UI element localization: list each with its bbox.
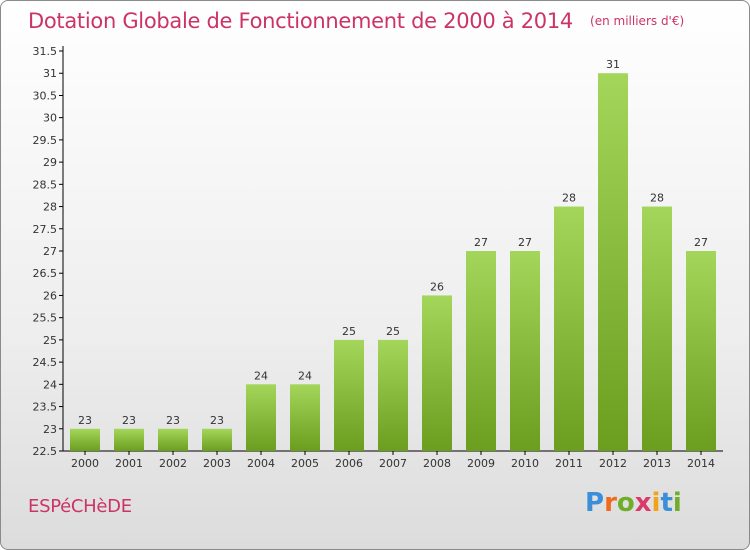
bar-2001 bbox=[114, 428, 144, 451]
x-tick-label: 2011 bbox=[555, 457, 583, 470]
logo-letter: r bbox=[604, 488, 617, 518]
data-label: 24 bbox=[298, 369, 312, 382]
chart-subtitle: (en milliers d'€) bbox=[590, 14, 685, 28]
data-label: 28 bbox=[650, 192, 664, 205]
data-label: 23 bbox=[210, 414, 224, 427]
x-tick-label: 2001 bbox=[115, 457, 143, 470]
x-tick-label: 2004 bbox=[247, 457, 275, 470]
y-tick-label: 23 bbox=[43, 423, 57, 436]
y-tick-label: 27.5 bbox=[33, 223, 58, 236]
x-tick-label: 2014 bbox=[687, 457, 715, 470]
bar-2008 bbox=[422, 295, 452, 451]
y-tick-label: 22.5 bbox=[33, 445, 58, 458]
y-tick-label: 28 bbox=[43, 201, 57, 214]
y-tick-label: 26 bbox=[43, 289, 57, 302]
axes: 22.5 23 23.5 24 24.5 25 25.5 26 26.5 27 27.5 28 28.5… bbox=[33, 45, 723, 470]
proxiti-logo: Proxiti bbox=[585, 488, 682, 518]
x-tick-label: 2006 bbox=[335, 457, 363, 470]
data-labels: 23 23 23 23 24 24 25 25 26 27 27 28 31 28 27 bbox=[78, 58, 708, 427]
data-label: 27 bbox=[694, 236, 708, 249]
bar-2003 bbox=[202, 428, 232, 451]
x-tick-label: 2005 bbox=[291, 457, 319, 470]
y-tick-label: 28.5 bbox=[33, 178, 58, 191]
data-label: 23 bbox=[166, 414, 180, 427]
x-tick-label: 2002 bbox=[159, 457, 187, 470]
bar-2004 bbox=[246, 384, 276, 451]
x-tick-label: 2000 bbox=[71, 457, 99, 470]
y-tick-label: 25.5 bbox=[33, 312, 58, 325]
y-tick-label: 29 bbox=[43, 156, 57, 169]
data-label: 25 bbox=[342, 325, 356, 338]
logo-letter: o bbox=[616, 488, 635, 518]
logo-letter: P bbox=[585, 488, 605, 518]
bar-2014 bbox=[686, 251, 716, 451]
x-tick-label: 2003 bbox=[203, 457, 231, 470]
y-tick-label: 31 bbox=[43, 67, 57, 80]
logo-letter: i bbox=[672, 488, 682, 518]
title-row: Dotation Globale de Fonctionnement de 20… bbox=[28, 9, 684, 33]
y-tick-label: 29.5 bbox=[33, 134, 58, 147]
data-label: 23 bbox=[122, 414, 136, 427]
y-tick-label: 25 bbox=[43, 334, 57, 347]
y-tick-label: 23.5 bbox=[33, 401, 58, 414]
logo-letter: x bbox=[634, 488, 652, 518]
bar-2009 bbox=[466, 251, 496, 451]
x-tick-label: 2007 bbox=[379, 457, 407, 470]
bar-2012 bbox=[598, 73, 628, 451]
x-tick-label: 2009 bbox=[467, 457, 495, 470]
data-label: 31 bbox=[606, 58, 620, 71]
y-tick-label: 24.5 bbox=[33, 356, 58, 369]
data-label: 24 bbox=[254, 369, 268, 382]
bar-2010 bbox=[510, 251, 540, 451]
y-tick-label: 26.5 bbox=[33, 267, 58, 280]
logo-letter: i bbox=[651, 488, 661, 518]
x-tick-label: 2012 bbox=[599, 457, 627, 470]
y-tick-label: 30 bbox=[43, 112, 57, 125]
y-tick-label: 27 bbox=[43, 245, 57, 258]
y-tick-label: 30.5 bbox=[33, 89, 58, 102]
bar-2000 bbox=[70, 428, 100, 451]
bar-2007 bbox=[378, 339, 408, 451]
bar-2011 bbox=[554, 206, 584, 451]
bar-2002 bbox=[158, 428, 188, 451]
bar-2006 bbox=[334, 339, 364, 451]
logo-letter: t bbox=[660, 488, 673, 518]
commune-name: ESPéCHèDE bbox=[28, 496, 132, 517]
bar-2005 bbox=[290, 384, 320, 451]
data-label: 27 bbox=[518, 236, 532, 249]
x-tick-label: 2010 bbox=[511, 457, 539, 470]
bar-2013 bbox=[642, 206, 672, 451]
y-tick-label: 24 bbox=[43, 378, 57, 391]
bars bbox=[70, 73, 716, 451]
chart-title: Dotation Globale de Fonctionnement de 20… bbox=[28, 9, 573, 33]
data-label: 27 bbox=[474, 236, 488, 249]
data-label: 23 bbox=[78, 414, 92, 427]
data-label: 26 bbox=[430, 280, 444, 293]
x-tick-label: 2013 bbox=[643, 457, 671, 470]
x-tick-label: 2008 bbox=[423, 457, 451, 470]
y-tick-label: 31.5 bbox=[33, 45, 58, 58]
data-label: 25 bbox=[386, 325, 400, 338]
data-label: 28 bbox=[562, 192, 576, 205]
